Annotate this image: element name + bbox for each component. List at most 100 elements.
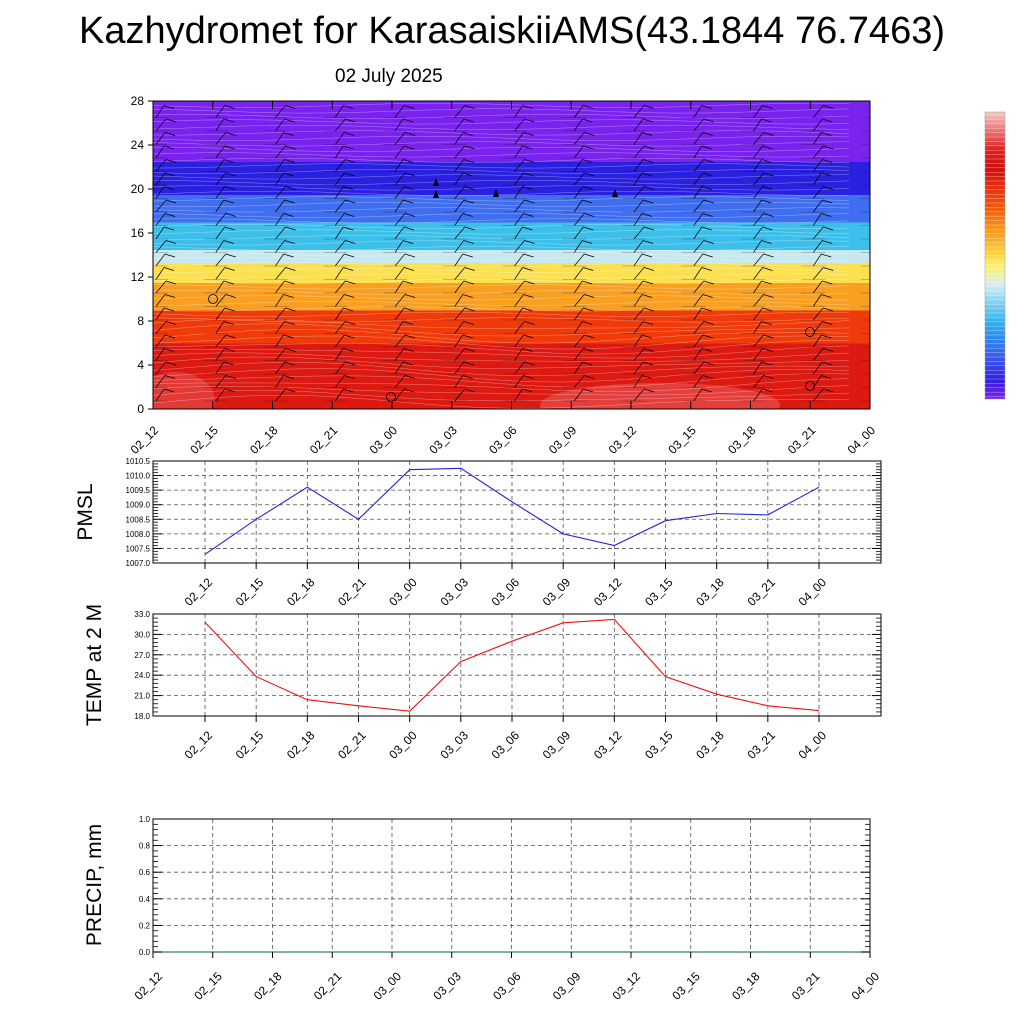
- wind-barb-flag: [463, 118, 474, 123]
- wind-barb: [693, 280, 705, 294]
- wind-barb-flag: [223, 321, 234, 325]
- wind-barb: [275, 388, 286, 402]
- wind-barb-flag: [643, 186, 655, 190]
- wind-barb-flag: [701, 388, 712, 393]
- heat-band-3: [153, 262, 870, 283]
- heat-contour-line: [153, 267, 850, 273]
- wind-barb-flag: [823, 145, 834, 150]
- wind-barb: [753, 375, 764, 388]
- wind-barb-flag: [224, 307, 235, 312]
- wind-barb: [275, 307, 286, 321]
- wind-barb-flag: [283, 132, 294, 136]
- wind-barb: [573, 199, 583, 213]
- wind-barb: [812, 240, 823, 253]
- wind-barb: [753, 105, 763, 118]
- heat-ytick-label: 28: [131, 94, 145, 108]
- xtick-label: 03_09: [550, 969, 584, 1003]
- heat-contour-line: [153, 168, 850, 174]
- wind-barb: [633, 172, 643, 186]
- wind-barb-flag: [462, 294, 473, 298]
- wind-barb: [454, 280, 465, 294]
- wind-barb-flag: [822, 361, 833, 366]
- heat-contour-line: [153, 278, 850, 284]
- wind-barb: [514, 253, 524, 267]
- pmsl-series-line: [204, 467, 820, 555]
- wind-barb-flag: [822, 321, 833, 325]
- wind-barbs: [153, 105, 892, 402]
- xtick-label: 03_06: [489, 575, 523, 609]
- wind-barb: [454, 307, 466, 321]
- temp-x-axis: 02_12 02_15 02_18 02_21 03_00 03_03 03_06 03_09…: [182, 716, 829, 762]
- wind-barb: [155, 280, 167, 294]
- wind-barb: [215, 226, 226, 240]
- wind-barb: [753, 253, 764, 267]
- wind-barb: [873, 308, 881, 320]
- wind-barb-flag: [404, 132, 416, 136]
- wind-barb-flag: [285, 186, 296, 190]
- heat-contour-line: [153, 108, 850, 114]
- heat-contour-line: [153, 345, 850, 359]
- wind-barb: [693, 118, 705, 132]
- wind-barb: [454, 145, 466, 159]
- wind-barb: [873, 335, 882, 347]
- wind-barb-flag: [821, 132, 832, 136]
- wind-barb-flag: [283, 334, 294, 339]
- wind-barb: [573, 253, 585, 267]
- wind-barb-flag: [524, 240, 535, 244]
- wind-barb-flag: [463, 361, 474, 366]
- wind-barb-flag: [224, 186, 235, 190]
- wind-barb-flag: [344, 334, 355, 339]
- heat-xtick-label: 03_18: [725, 423, 759, 457]
- heat-band-6: [153, 194, 870, 223]
- wind-barb-flag: [283, 213, 294, 217]
- wind-barb: [275, 375, 284, 388]
- pmsl-frame: [152, 460, 882, 564]
- wind-barb: [633, 267, 645, 280]
- wind-barb: [155, 172, 166, 186]
- wind-barb: [573, 388, 584, 402]
- wind-barb: [873, 322, 883, 334]
- wind-barb-flag: [882, 376, 892, 379]
- wind-barb: [275, 145, 286, 159]
- heat-contour-line: [153, 352, 850, 362]
- wind-barb: [633, 186, 645, 199]
- wind-barb-flag: [761, 199, 772, 204]
- wind-barb-flag: [881, 187, 891, 190]
- ytick-label: 1008.0: [126, 530, 151, 539]
- wind-barb-flag: [462, 132, 473, 136]
- wind-barb-flag: [582, 240, 593, 244]
- wind-barb-flag: [344, 253, 355, 258]
- wind-barb-flag: [463, 321, 474, 325]
- wind-barb: [693, 145, 703, 159]
- wind-barb-flag: [642, 199, 654, 204]
- wind-barb: [633, 159, 644, 172]
- wind-barb: [275, 253, 284, 267]
- wind-barb-flag: [823, 186, 834, 190]
- ytick-label: 21.0: [134, 692, 150, 701]
- wind-barb-flag: [462, 334, 473, 339]
- wind-barb-flag: [763, 334, 774, 339]
- wind-barb: [334, 226, 344, 240]
- xtick-label: 02_18: [284, 728, 318, 762]
- wind-barb: [693, 240, 705, 253]
- wind-barb-flag: [584, 375, 595, 379]
- wind-barb-flag: [343, 226, 354, 231]
- wind-barb: [693, 132, 704, 145]
- wind-barb: [812, 280, 823, 294]
- wind-barb: [454, 213, 464, 226]
- wind-barb-flag: [702, 294, 713, 298]
- wind-barb-flag: [821, 334, 832, 339]
- wind-barb: [334, 159, 346, 172]
- ytick-label: 1009.5: [126, 486, 151, 495]
- wind-barb-flag: [164, 253, 176, 258]
- wind-barb: [155, 307, 165, 321]
- wind-barb: [573, 307, 584, 321]
- wind-barb: [454, 159, 465, 172]
- wind-barb-flag: [285, 388, 296, 393]
- wind-barb-flag: [822, 280, 833, 285]
- wind-barb: [573, 105, 584, 118]
- wind-barb-flag: [882, 133, 892, 136]
- wind-barb-flag: [285, 226, 296, 231]
- xtick-label: 02_15: [233, 575, 267, 609]
- wind-barb-flag: [345, 321, 356, 325]
